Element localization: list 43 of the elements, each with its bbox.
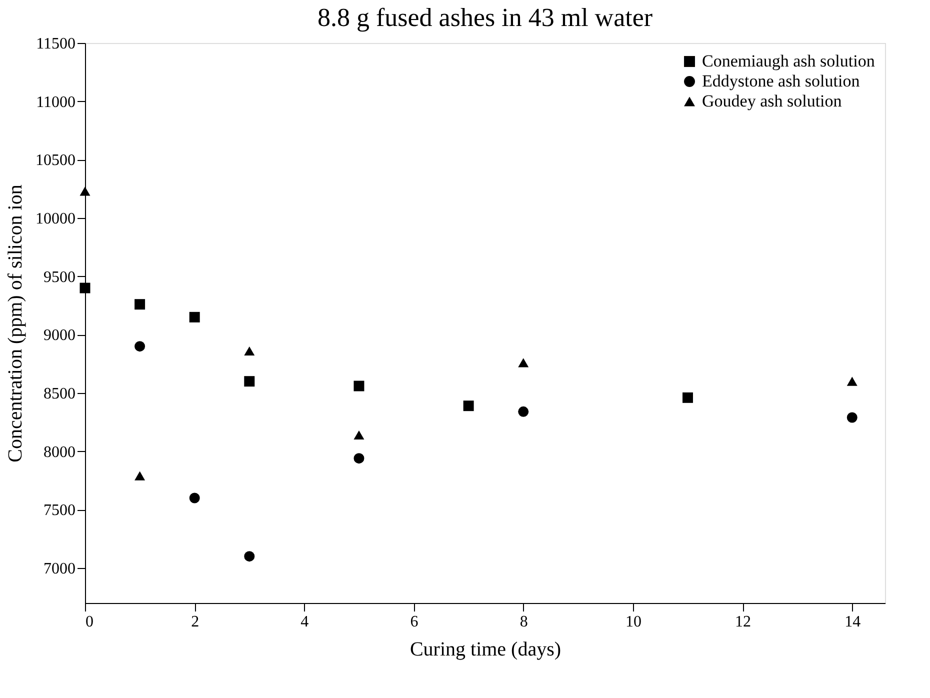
- legend-label: Goudey ash solution: [702, 92, 842, 110]
- point: [244, 551, 255, 562]
- x-tick-label: 14: [844, 614, 861, 630]
- y-tick-label: 11500: [36, 36, 76, 52]
- y-tick-label: 7500: [44, 502, 76, 520]
- point: [846, 376, 858, 386]
- point: [244, 346, 255, 356]
- y-tick-label: 10500: [36, 152, 76, 170]
- y-axis-title: Concentration (ppm) of silicon ion: [4, 184, 26, 462]
- point: [463, 400, 474, 412]
- y-tick-label: 10000: [36, 210, 76, 228]
- x-tick-label: 10: [625, 614, 642, 630]
- x-axis-title: Curing time (days): [410, 638, 562, 660]
- x-tick-label: 4: [300, 614, 309, 630]
- x-tick-label: 12: [735, 614, 752, 630]
- point: [354, 430, 364, 440]
- point: [244, 376, 255, 387]
- x-tick-label: 6: [410, 614, 418, 630]
- point: [354, 380, 364, 392]
- y-tick-label: 8000: [44, 444, 76, 461]
- point: [189, 492, 200, 504]
- chart-title: 8.8 g fused ashes in 43 ml water: [317, 3, 653, 32]
- point: [682, 392, 693, 403]
- x-tick-label: 8: [520, 614, 528, 630]
- y-tick-label: 7000: [44, 560, 76, 578]
- point: [134, 299, 146, 310]
- point: [518, 406, 529, 417]
- point: [846, 412, 858, 423]
- legend-label: Eddystone ash solution: [702, 72, 860, 90]
- point: [80, 186, 90, 196]
- x-tick-label: 2: [191, 614, 200, 630]
- point: [134, 471, 146, 480]
- point: [80, 282, 90, 294]
- point: [518, 358, 529, 368]
- point: [189, 312, 200, 322]
- y-tick-label: 8500: [44, 386, 76, 402]
- y-tick-label: 11000: [36, 94, 76, 111]
- x-tick-label: 0: [86, 614, 94, 630]
- y-tick-label: 9000: [44, 327, 76, 344]
- y-tick-label: 9500: [44, 268, 76, 286]
- point: [354, 453, 364, 464]
- point: [134, 341, 146, 352]
- legend-label: Conemiaugh ash solution: [702, 52, 876, 70]
